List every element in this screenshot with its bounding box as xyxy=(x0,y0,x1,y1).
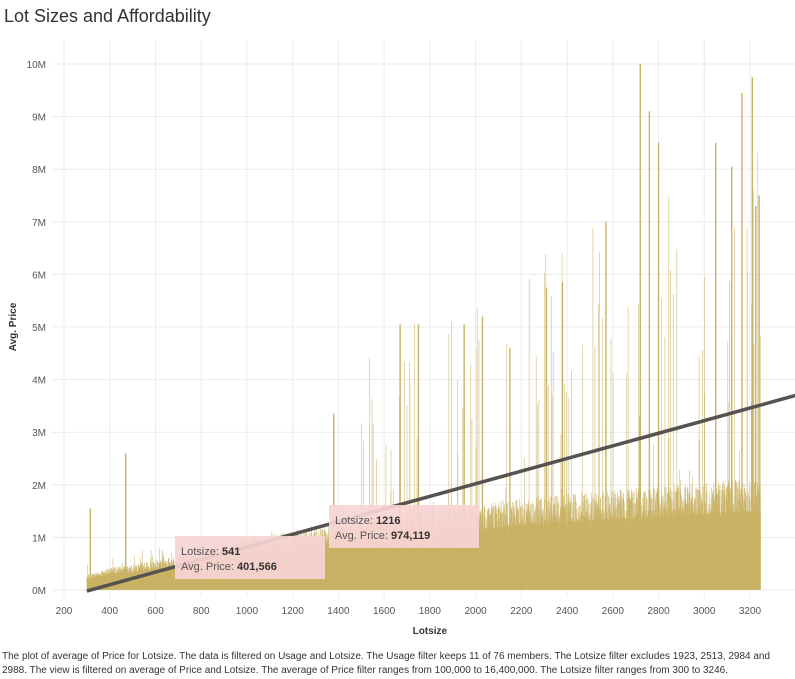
tooltip-price: Avg. Price: 974,119 xyxy=(335,530,430,542)
x-tick-label: 1200 xyxy=(282,606,305,617)
x-tick-label: 2600 xyxy=(602,606,625,617)
x-tick-label: 2800 xyxy=(647,606,670,617)
axis-layer: 200 400 600 800 1000 1200 1400 1600 1800 2000 2200… xyxy=(8,60,762,637)
tooltip-lotsize: Lotsize: 541 xyxy=(181,546,240,558)
x-tick-label: 1800 xyxy=(419,606,442,617)
x-tick-label: 400 xyxy=(101,606,118,617)
tooltip: Lotsize: 1216 Avg. Price: 974,119 xyxy=(329,505,479,548)
y-tick-label: 5M xyxy=(32,323,46,334)
tooltip-lotsize: Lotsize: 1216 xyxy=(335,515,400,527)
y-tick-label: 9M xyxy=(32,113,46,124)
chart-title: Lot Sizes and Affordability xyxy=(4,6,211,26)
tooltip-price: Avg. Price: 401,566 xyxy=(181,561,277,573)
x-tick-label: 200 xyxy=(56,606,73,617)
x-tick-label: 1400 xyxy=(327,606,350,617)
tooltip-box xyxy=(175,536,325,579)
x-tick-label: 2000 xyxy=(464,606,487,617)
chart-canvas[interactable]: 200 400 600 800 1000 1200 1400 1600 1800 2000 2200… xyxy=(0,0,795,645)
chart-caption: The plot of average of Price for Lotsize… xyxy=(2,651,771,676)
y-tick-label: 4M xyxy=(32,376,46,387)
x-tick-label: 1600 xyxy=(373,606,396,617)
tooltip-box xyxy=(329,505,479,548)
y-tick-label: 2M xyxy=(32,481,46,492)
x-tick-label: 2400 xyxy=(556,606,579,617)
y-tick-label: 0M xyxy=(32,586,46,597)
x-tick-label: 1000 xyxy=(236,606,259,617)
x-tick-label: 800 xyxy=(193,606,210,617)
x-tick-label: 3000 xyxy=(693,606,716,617)
x-tick-label: 3200 xyxy=(739,606,762,617)
y-tick-label: 10M xyxy=(27,60,46,71)
x-tick-label: 600 xyxy=(147,606,164,617)
y-tick-label: 8M xyxy=(32,165,46,176)
tooltip: Lotsize: 541 Avg. Price: 401,566 xyxy=(175,536,325,579)
y-axis-title: Avg. Price xyxy=(8,302,19,351)
y-tick-label: 6M xyxy=(32,270,46,281)
x-axis-title: Lotsize xyxy=(413,626,448,637)
y-tick-label: 7M xyxy=(32,218,46,229)
x-tick-label: 2200 xyxy=(510,606,533,617)
y-tick-label: 1M xyxy=(32,533,46,544)
y-tick-label: 3M xyxy=(32,428,46,439)
